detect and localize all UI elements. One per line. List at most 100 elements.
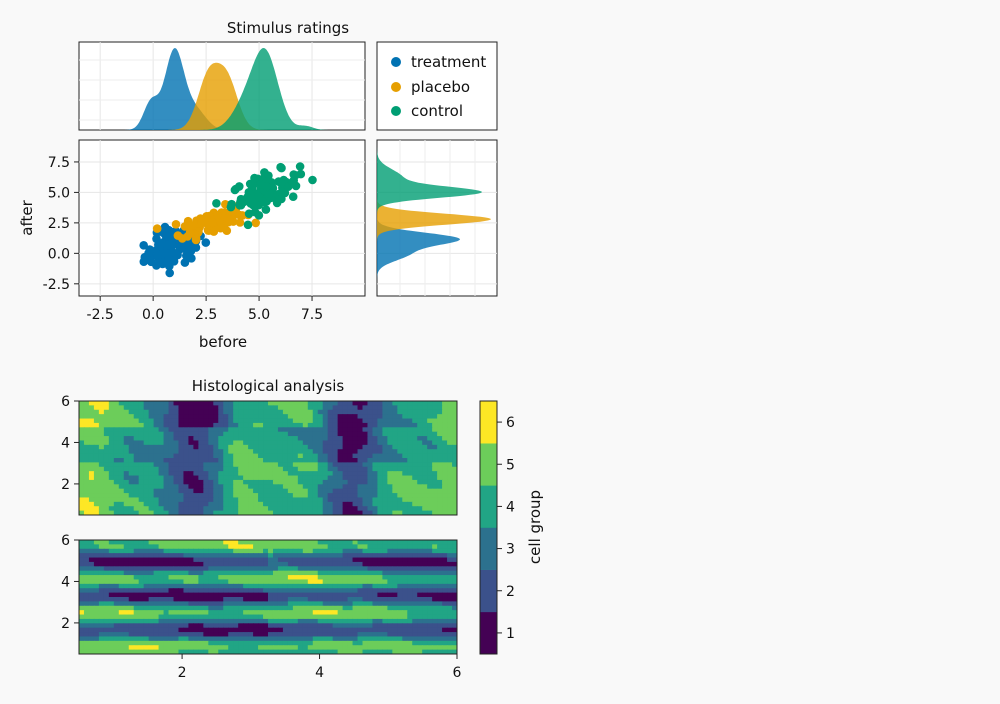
heatmap-cell	[153, 601, 160, 607]
heatmap-cell	[188, 618, 194, 624]
heatmap-cell	[208, 436, 214, 442]
heatmap-cell	[158, 597, 165, 602]
heatmap-cell	[153, 632, 160, 638]
heatmap-cell	[447, 623, 453, 629]
heatmap-cell	[437, 583, 443, 589]
heatmap-cell	[88, 601, 95, 607]
heatmap-cell	[357, 627, 364, 633]
heatmap-cell	[322, 566, 329, 572]
heatmap-cell	[387, 570, 393, 576]
heatmap-cell	[392, 575, 398, 581]
heatmap-cell	[188, 431, 194, 437]
heatmap-cell	[258, 453, 264, 459]
heatmap-cell	[407, 610, 413, 616]
heatmap-cell	[193, 479, 199, 485]
heatmap-cell	[118, 583, 125, 589]
heatmap-cell	[282, 427, 289, 433]
heatmap-cell	[233, 632, 239, 638]
heatmap-cell	[352, 471, 359, 477]
heatmap-cell	[238, 601, 244, 607]
heatmap-cell	[432, 501, 438, 507]
heatmap-cell	[317, 640, 324, 646]
heatmap-cell	[452, 436, 457, 442]
heatmap-cell	[118, 453, 125, 459]
heatmap-cell	[382, 540, 388, 545]
heatmap-cell	[153, 579, 160, 585]
heatmap-cell	[272, 510, 279, 515]
heatmap-cell	[352, 605, 359, 611]
x-tick-label: 6	[453, 665, 462, 681]
heatmap-cell	[168, 466, 175, 472]
heatmap-cell	[337, 540, 344, 545]
heatmap-cell	[377, 640, 383, 646]
heatmap-cell	[422, 458, 428, 463]
heatmap-cell	[123, 431, 130, 437]
heatmap-cell	[103, 436, 110, 442]
heatmap-cell	[133, 506, 140, 512]
heatmap-cell	[452, 510, 457, 515]
heatmap-cell	[178, 427, 185, 433]
heatmap-cell	[198, 553, 204, 559]
heatmap-cell	[317, 444, 324, 450]
heatmap-cell	[412, 601, 418, 607]
heatmap-cell	[268, 544, 274, 550]
heatmap-cell	[133, 497, 140, 503]
heatmap-cell	[228, 401, 234, 406]
heatmap-cell	[123, 583, 130, 589]
heatmap-cell	[382, 579, 388, 585]
heatmap-cell	[437, 471, 443, 477]
heatmap-cell	[113, 401, 120, 406]
heatmap-cell	[103, 418, 110, 424]
heatmap-cell	[133, 557, 140, 563]
heatmap-cell	[133, 632, 140, 638]
heatmap-cell	[387, 623, 393, 629]
heatmap-cell	[332, 405, 339, 411]
heatmap-cell	[417, 453, 423, 459]
heatmap-cell	[427, 588, 433, 594]
heatmap-cell	[113, 605, 120, 611]
heatmap-cell	[233, 418, 239, 424]
heatmap-cell	[292, 561, 299, 567]
heatmap-cell	[118, 592, 125, 598]
heatmap-cell	[297, 444, 304, 450]
scatter-point-treatment	[144, 248, 153, 258]
heatmap-cell	[432, 418, 438, 424]
heatmap-cell	[392, 540, 398, 545]
heatmap-cell	[138, 506, 145, 512]
heatmap-cell	[178, 458, 185, 463]
heatmap-cell	[352, 431, 359, 437]
heatmap-cell	[223, 645, 229, 651]
heatmap-cell	[287, 575, 294, 581]
heatmap-cell	[123, 627, 130, 633]
heatmap-cell	[272, 640, 279, 646]
heatmap-cell	[123, 418, 130, 424]
heatmap-cell	[103, 570, 110, 576]
heatmap-cell	[238, 436, 244, 442]
heatmap-cell	[332, 484, 339, 490]
heatmap-cell	[332, 479, 339, 485]
heatmap-cell	[168, 449, 175, 455]
heatmap-cell	[382, 649, 388, 654]
heatmap-cell	[123, 548, 130, 554]
heatmap-cell	[322, 588, 329, 594]
heatmap-cell	[322, 614, 329, 620]
heatmap-cell	[173, 583, 180, 589]
heatmap-cell	[118, 436, 125, 442]
heatmap-cell	[452, 618, 457, 624]
heatmap-cell	[138, 561, 145, 567]
heatmap-cell	[193, 627, 199, 633]
heatmap-cell	[183, 488, 190, 494]
heatmap-cell	[268, 618, 274, 624]
heatmap-cell	[188, 414, 194, 420]
heatmap-cell	[218, 570, 224, 576]
heatmap-cell	[143, 462, 150, 468]
heatmap-cell	[362, 640, 369, 646]
heatmap-cell	[337, 566, 344, 572]
heatmap-cell	[118, 544, 125, 550]
heatmap-cell	[103, 610, 110, 616]
heatmap-cell	[272, 501, 279, 507]
heatmap-cell	[302, 645, 309, 651]
heatmap-cell	[447, 649, 453, 654]
heatmap-cell	[143, 471, 150, 477]
heatmap-cell	[452, 605, 457, 611]
